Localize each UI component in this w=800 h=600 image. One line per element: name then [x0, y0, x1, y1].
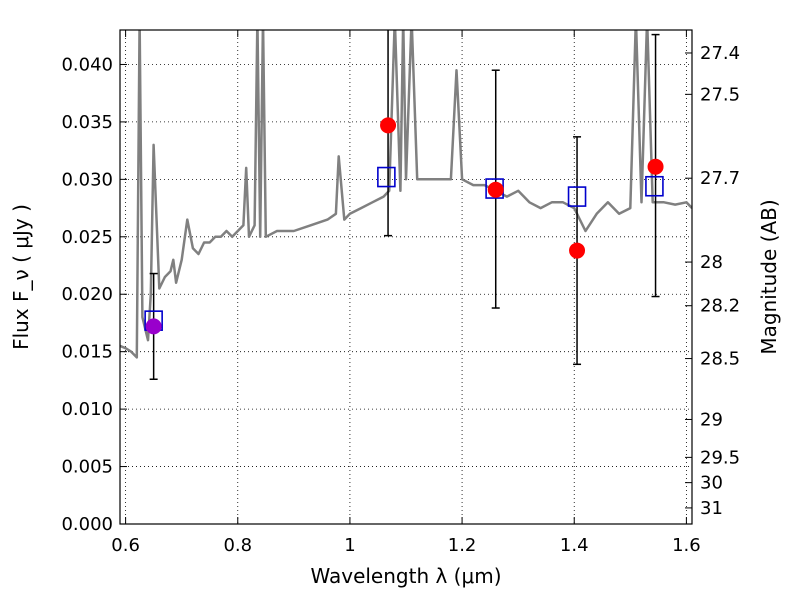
x-tick-label: 1: [344, 535, 355, 556]
y-tick-label: 0.010: [61, 399, 113, 420]
right-tick-label: 28.5: [700, 349, 740, 370]
observed-point: [569, 242, 586, 259]
gridlines: [120, 30, 692, 525]
right-tick-label: 28.2: [700, 296, 740, 317]
y-tick-label: 0.030: [61, 169, 113, 190]
axes-frame: [119, 29, 693, 525]
observed-points: [145, 117, 664, 335]
model-point: [645, 175, 664, 197]
x-tick-label: 0.8: [223, 535, 252, 556]
observed-point: [145, 318, 162, 335]
right-tick-label: 30: [700, 473, 723, 494]
x-tick-label: 1.2: [448, 535, 477, 556]
right-tick-label: 27.7: [700, 168, 740, 189]
model-point: [377, 166, 396, 188]
y-tick-label: 0.035: [61, 112, 113, 133]
x-tick-label: 0.6: [111, 535, 140, 556]
observed-point: [647, 158, 664, 175]
y-tick-label: 0.020: [61, 284, 113, 305]
right-tick-label: 29: [700, 409, 723, 430]
model-points: [144, 166, 664, 331]
observed-point: [380, 117, 397, 134]
x-tick-label: 1.4: [560, 535, 589, 556]
x-axis-title-text: Wavelength λ (μm): [310, 564, 501, 588]
right-tick-label: 27.5: [700, 84, 740, 105]
model-point: [567, 186, 587, 207]
y-axis-title: Flux F_ν ( μJy ): [9, 204, 33, 350]
axis-ticks: 0.6 0.8 1 1.2 1.4 1.6 0.000 0.005 0.010 0.015 0.02…: [61, 30, 740, 556]
y-tick-label: 0.000: [61, 514, 113, 535]
right-axis-title: Magnitude (AB): [757, 199, 781, 354]
x-tick-label: 1.6: [672, 535, 701, 556]
y-tick-label: 0.015: [61, 342, 113, 363]
right-tick-label: 31: [700, 498, 723, 519]
y-tick-label: 0.040: [61, 54, 113, 75]
observed-point: [487, 181, 504, 198]
x-axis-title: Wavelength λ (μm): [310, 564, 501, 588]
spectrum-line: [120, 30, 692, 359]
plot-area: [120, 30, 692, 359]
y-tick-label: 0.005: [61, 457, 113, 478]
right-tick-label: 29.5: [700, 447, 740, 468]
y-tick-label: 0.025: [61, 227, 113, 248]
right-tick-label: 27.4: [700, 43, 740, 64]
right-tick-label: 28: [700, 252, 723, 273]
